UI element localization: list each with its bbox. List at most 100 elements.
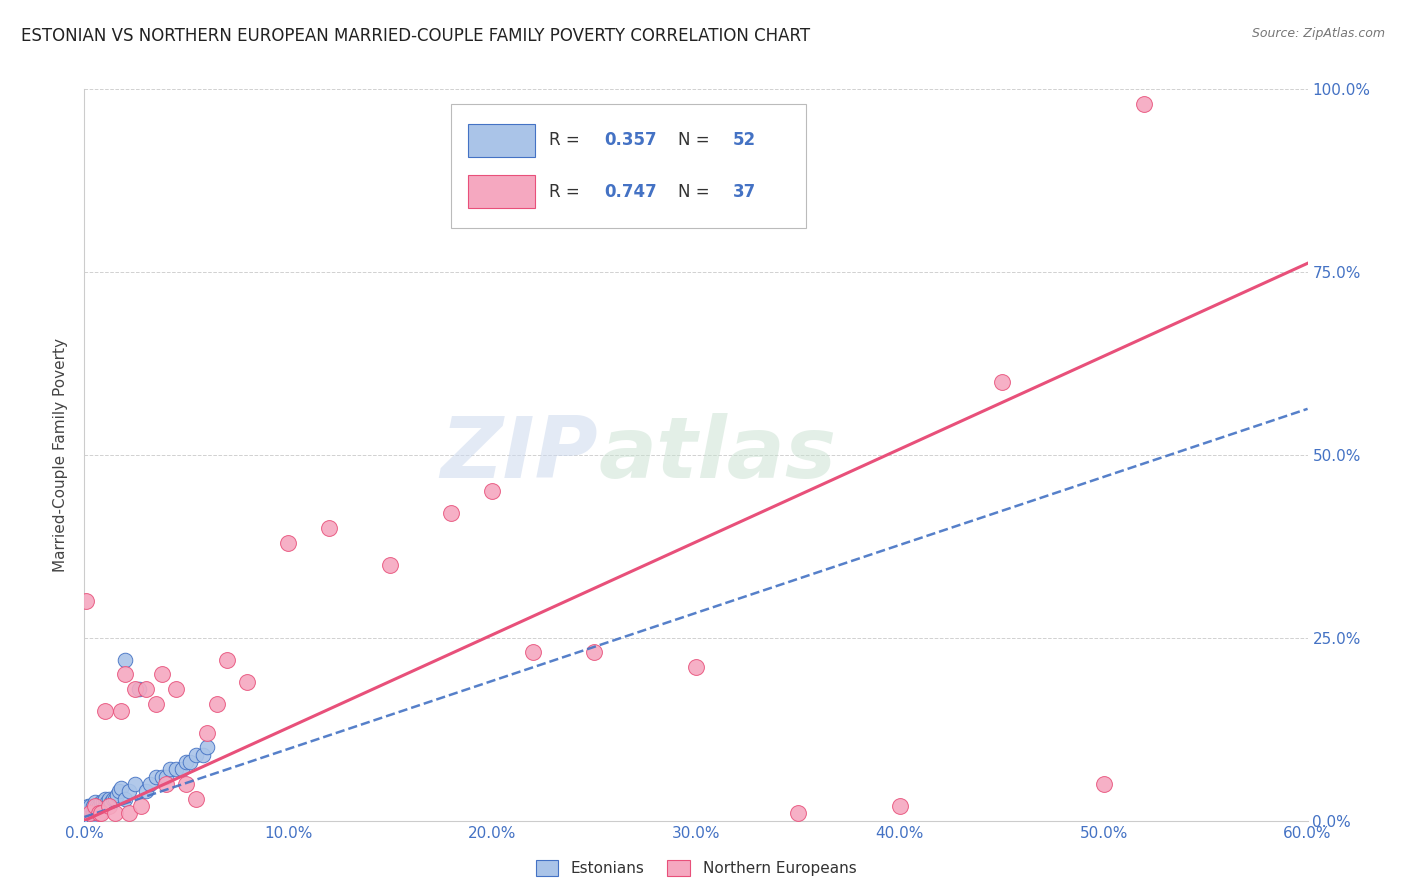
- Point: [96, 796, 118, 810]
- Point: [79, 799, 101, 814]
- Point: [145, 770, 167, 784]
- Point: [77, 810, 100, 824]
- Point: [481, 484, 503, 499]
- Text: R =: R =: [550, 131, 585, 149]
- Text: 37: 37: [733, 183, 756, 201]
- Text: ZIP: ZIP: [440, 413, 598, 497]
- Text: N =: N =: [678, 131, 714, 149]
- Point: [82, 810, 104, 824]
- Point: [100, 796, 122, 810]
- Point: [77, 806, 100, 821]
- Point: [159, 763, 181, 777]
- Point: [685, 660, 707, 674]
- Text: 0.747: 0.747: [605, 183, 657, 201]
- Point: [135, 681, 157, 696]
- Point: [90, 803, 112, 817]
- Point: [176, 777, 198, 791]
- Point: [205, 697, 228, 711]
- Text: Source: ZipAtlas.com: Source: ZipAtlas.com: [1251, 27, 1385, 40]
- Point: [75, 810, 97, 824]
- Point: [991, 375, 1014, 389]
- Point: [83, 806, 105, 821]
- Point: [75, 803, 97, 817]
- Point: [104, 791, 127, 805]
- Point: [77, 799, 100, 814]
- Y-axis label: Married-Couple Family Poverty: Married-Couple Family Poverty: [53, 338, 69, 572]
- Point: [93, 791, 117, 805]
- Point: [186, 791, 208, 805]
- Point: [318, 521, 340, 535]
- Point: [191, 747, 214, 762]
- Point: [889, 799, 911, 814]
- Point: [1092, 777, 1115, 791]
- Point: [83, 803, 105, 817]
- Point: [179, 755, 201, 769]
- Point: [104, 806, 127, 821]
- Point: [108, 784, 131, 798]
- Point: [105, 788, 128, 802]
- Point: [79, 806, 101, 821]
- Legend: Estonians, Northern Europeans: Estonians, Northern Europeans: [530, 855, 862, 882]
- Point: [128, 681, 150, 696]
- Point: [82, 806, 104, 821]
- Point: [195, 726, 218, 740]
- Point: [787, 806, 810, 821]
- Point: [155, 777, 177, 791]
- Point: [101, 791, 124, 805]
- Text: atlas: atlas: [598, 413, 837, 497]
- Point: [176, 755, 198, 769]
- FancyBboxPatch shape: [468, 124, 534, 157]
- Point: [114, 653, 136, 667]
- Point: [86, 799, 108, 814]
- Point: [114, 791, 136, 805]
- Point: [114, 667, 136, 681]
- Point: [380, 558, 402, 572]
- Point: [217, 653, 239, 667]
- Point: [135, 784, 157, 798]
- Point: [75, 806, 97, 821]
- FancyBboxPatch shape: [468, 175, 534, 209]
- Point: [93, 799, 117, 814]
- Point: [91, 796, 114, 810]
- Point: [97, 791, 120, 805]
- Text: ESTONIAN VS NORTHERN EUROPEAN MARRIED-COUPLE FAMILY POVERTY CORRELATION CHART: ESTONIAN VS NORTHERN EUROPEAN MARRIED-CO…: [21, 27, 810, 45]
- Point: [110, 704, 132, 718]
- Point: [87, 806, 110, 821]
- Point: [82, 799, 104, 814]
- Point: [165, 763, 187, 777]
- Point: [236, 674, 259, 689]
- Point: [90, 796, 112, 810]
- Point: [124, 681, 146, 696]
- Point: [118, 784, 141, 798]
- Point: [124, 777, 146, 791]
- Point: [138, 777, 160, 791]
- Point: [87, 806, 110, 821]
- Point: [86, 806, 108, 821]
- Point: [172, 763, 194, 777]
- Point: [277, 535, 299, 549]
- FancyBboxPatch shape: [451, 103, 806, 228]
- Point: [97, 799, 120, 814]
- Point: [145, 697, 167, 711]
- Point: [90, 806, 112, 821]
- Text: N =: N =: [678, 183, 714, 201]
- Point: [79, 803, 101, 817]
- Point: [440, 507, 463, 521]
- Text: 52: 52: [733, 131, 756, 149]
- Point: [83, 796, 105, 810]
- Point: [110, 780, 132, 795]
- Point: [165, 681, 187, 696]
- Point: [186, 747, 208, 762]
- Text: 0.357: 0.357: [605, 131, 657, 149]
- Point: [87, 799, 110, 814]
- Point: [1133, 96, 1156, 111]
- Text: R =: R =: [550, 183, 585, 201]
- Point: [79, 806, 101, 821]
- Point: [83, 799, 105, 814]
- Point: [75, 594, 97, 608]
- Point: [150, 667, 173, 681]
- Point: [79, 810, 101, 824]
- Point: [150, 770, 173, 784]
- Point: [93, 704, 117, 718]
- Point: [131, 799, 153, 814]
